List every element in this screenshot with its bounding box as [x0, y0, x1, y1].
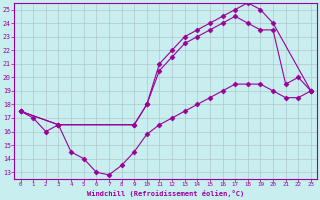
X-axis label: Windchill (Refroidissement éolien,°C): Windchill (Refroidissement éolien,°C) [87, 190, 244, 197]
